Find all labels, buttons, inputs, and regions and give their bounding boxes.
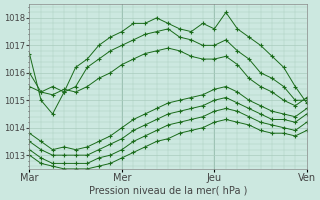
X-axis label: Pression niveau de la mer( hPa ): Pression niveau de la mer( hPa ) — [89, 186, 247, 196]
